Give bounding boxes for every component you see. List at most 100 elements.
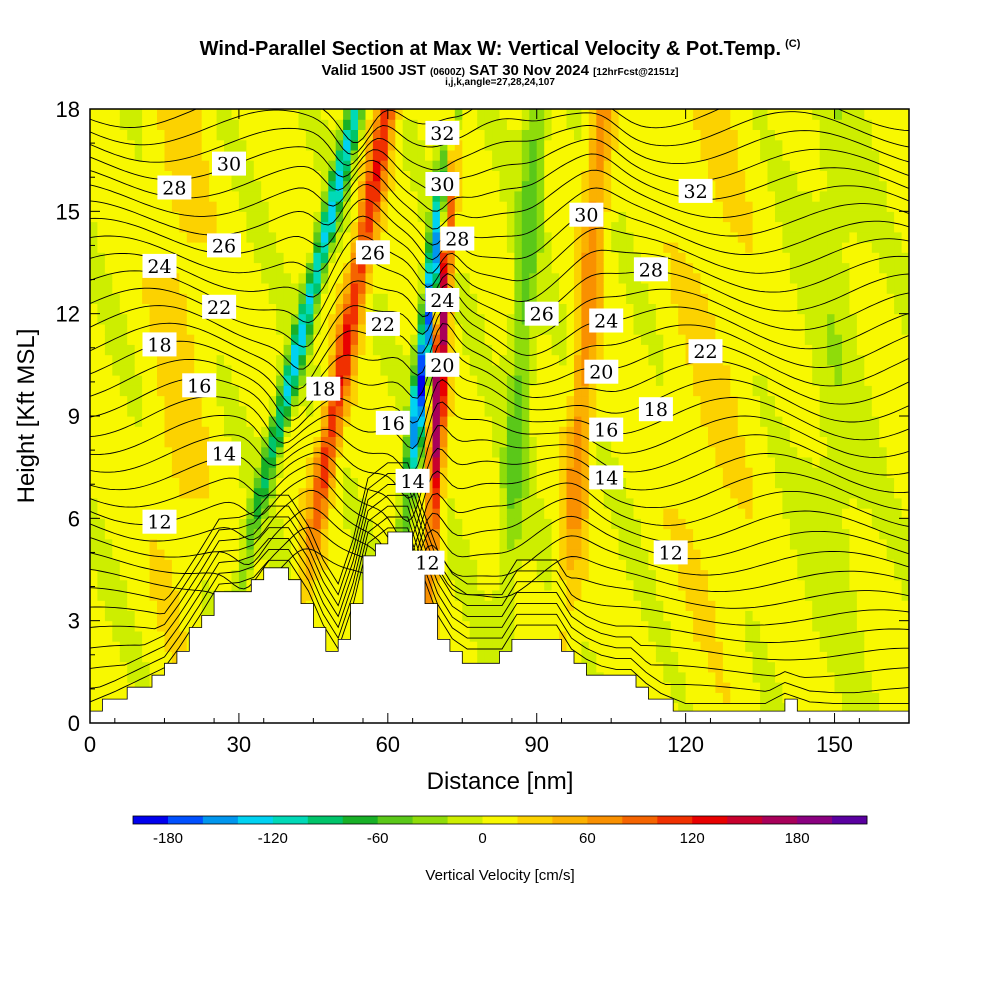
field-cell — [253, 487, 262, 499]
field-cell — [559, 231, 568, 243]
field-cell — [417, 129, 426, 141]
field-cell — [574, 579, 582, 591]
field-cell — [469, 283, 478, 294]
field-cell — [499, 528, 508, 540]
field-cell — [171, 242, 180, 253]
field-cell — [231, 334, 240, 345]
field-cell — [611, 651, 620, 663]
field-cell — [298, 518, 307, 530]
field-cell — [142, 272, 151, 284]
field-cell — [104, 242, 113, 253]
field-cell — [603, 518, 612, 530]
field-cell — [186, 549, 195, 560]
field-cell — [142, 477, 151, 489]
field-cell — [343, 334, 352, 345]
field-cell — [380, 395, 389, 407]
field-cell — [194, 252, 203, 264]
field-cell — [90, 651, 98, 663]
field-cell — [514, 456, 523, 468]
field-cell — [685, 364, 694, 376]
field-cell — [685, 661, 694, 673]
field-cell — [142, 416, 151, 427]
field-cell — [201, 497, 210, 509]
field-cell — [663, 528, 672, 540]
field-cell — [97, 323, 106, 335]
field-cell — [670, 354, 679, 366]
field-cell — [142, 160, 151, 171]
field-cell — [127, 446, 136, 458]
field-cell — [551, 160, 560, 171]
field-cell — [112, 405, 121, 417]
field-cell — [588, 242, 597, 253]
field-cell — [439, 344, 448, 356]
field-cell — [529, 610, 538, 622]
field-cell — [633, 426, 642, 437]
field-cell — [581, 549, 590, 560]
field-cell — [365, 416, 374, 427]
field-cell — [238, 538, 247, 550]
field-cell — [358, 364, 366, 376]
field-cell — [320, 129, 329, 141]
field-cell — [700, 630, 709, 642]
field-cell — [402, 334, 411, 345]
field-cell — [432, 405, 441, 417]
field-cell — [201, 426, 210, 437]
field-cell — [186, 139, 195, 151]
field-cell — [700, 610, 709, 622]
field-cell — [499, 221, 508, 233]
field-cell — [596, 221, 605, 233]
field-cell — [536, 426, 545, 437]
field-cell — [663, 630, 672, 642]
field-cell — [90, 620, 98, 632]
field-cell — [641, 242, 649, 253]
field-cell — [559, 180, 568, 192]
field-cell — [179, 528, 188, 540]
field-cell — [179, 129, 188, 141]
field-cell — [618, 242, 627, 253]
field-cell — [276, 109, 285, 120]
field-cell — [283, 538, 292, 550]
field-cell — [365, 190, 374, 202]
field-cell — [432, 375, 441, 386]
field-cell — [164, 313, 173, 325]
field-cell — [268, 405, 277, 417]
field-cell — [276, 416, 285, 427]
field-cell — [566, 600, 575, 611]
field-cell — [693, 231, 702, 243]
field-cell — [506, 477, 515, 489]
field-cell — [201, 456, 210, 468]
field-cell — [663, 180, 672, 192]
field-cell — [372, 139, 381, 151]
field-cell — [678, 242, 687, 253]
field-cell — [350, 303, 359, 315]
field-cell — [566, 303, 575, 315]
field-cell — [566, 344, 575, 356]
field-cell — [417, 426, 426, 437]
field-cell — [298, 129, 307, 141]
field-cell — [298, 385, 307, 397]
field-cell — [648, 385, 657, 397]
field-cell — [157, 497, 165, 509]
field-cell — [447, 549, 456, 560]
field-cell — [611, 405, 620, 417]
field-cell — [97, 405, 106, 417]
field-cell — [380, 303, 389, 315]
field-cell — [447, 375, 456, 386]
field-cell — [298, 538, 307, 550]
field-cell — [618, 641, 627, 652]
field-cell — [112, 579, 121, 591]
field-cell — [358, 313, 366, 325]
field-cell — [566, 180, 575, 192]
field-cell — [313, 211, 322, 223]
field-cell — [372, 395, 381, 407]
field-cell — [402, 231, 411, 243]
field-cell — [566, 497, 575, 509]
field-cell — [224, 467, 232, 478]
field-cell — [469, 272, 478, 284]
field-cell — [663, 590, 672, 601]
field-cell — [194, 293, 203, 304]
field-cell — [588, 559, 597, 571]
field-cell — [112, 456, 121, 468]
field-cell — [633, 242, 642, 253]
field-cell — [231, 313, 240, 325]
